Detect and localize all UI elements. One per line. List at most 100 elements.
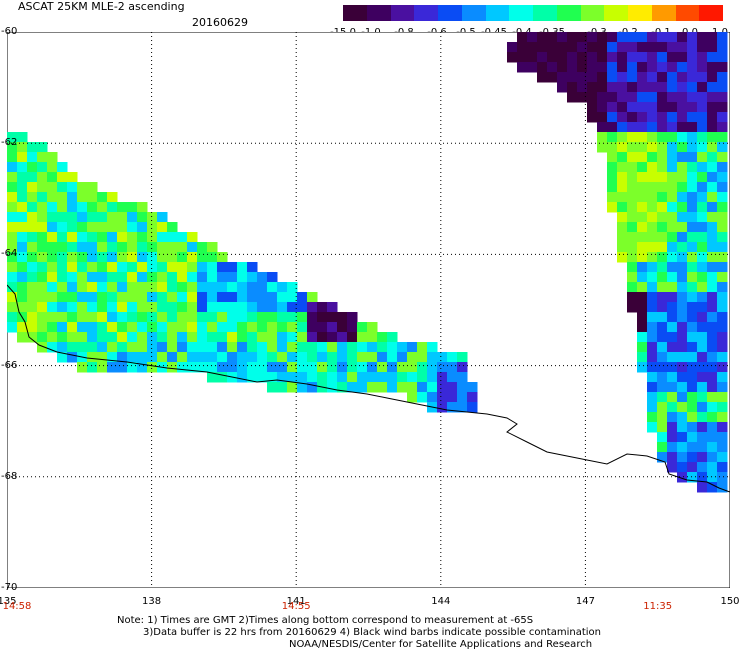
swath-cell (687, 122, 698, 133)
swath-cell (147, 312, 158, 323)
swath-cell (7, 202, 18, 213)
swath-cell (717, 262, 728, 273)
swath-cell (147, 222, 158, 233)
swath-cell (417, 392, 428, 403)
swath-cell (7, 302, 18, 313)
swath-cell (77, 232, 88, 243)
swath-cell (347, 382, 358, 393)
swath-cell (287, 292, 298, 303)
swath-cell (627, 272, 638, 283)
swath-cell (397, 362, 408, 373)
swath-cell (637, 292, 648, 303)
swath-cell (427, 342, 438, 353)
swath-cell (77, 302, 88, 313)
swath-cell (717, 42, 728, 53)
swath-cell (87, 362, 98, 373)
swath-cell (387, 342, 398, 353)
swath-cell (717, 102, 728, 113)
swath-cell (687, 332, 698, 343)
swath-cell (37, 342, 48, 353)
swath-cell (617, 62, 628, 73)
swath-cell (647, 322, 658, 333)
swath-cell (667, 362, 678, 373)
swath-cell (647, 92, 658, 103)
swath-cell (597, 72, 608, 83)
swath-cell (697, 162, 708, 173)
swath-cell (397, 342, 408, 353)
swath-cell (647, 32, 658, 43)
swath-cell (137, 282, 148, 293)
swath-cell (277, 312, 288, 323)
swath-cell (657, 312, 668, 323)
swath-cell (347, 322, 358, 333)
swath-cell (697, 82, 708, 93)
swath-cell (667, 412, 678, 423)
swath-cell (657, 272, 668, 283)
swath-cell (7, 182, 18, 193)
swath-cell (657, 402, 668, 413)
swath-cell (677, 412, 688, 423)
swath-cell (717, 172, 728, 183)
swath-cell (207, 272, 218, 283)
swath-cell (647, 262, 658, 273)
swath-cell (657, 262, 668, 273)
swath-cell (157, 332, 168, 343)
swath-cell (687, 312, 698, 323)
swath-cell (607, 192, 618, 203)
swath-cell (627, 192, 638, 203)
swath-cell (87, 312, 98, 323)
swath-cell (677, 242, 688, 253)
swath-cell (647, 62, 658, 73)
swath-cell (127, 282, 138, 293)
swath-cell (307, 292, 318, 303)
swath-cell (657, 222, 668, 233)
swath-cell (677, 442, 688, 453)
swath-cell (47, 242, 58, 253)
colorbar-swatch (604, 5, 628, 21)
swath-cell (707, 342, 718, 353)
swath-cell (277, 282, 288, 293)
swath-cell (707, 322, 718, 333)
swath-cell (557, 72, 568, 83)
swath-cell (227, 362, 238, 373)
swath-cell (77, 272, 88, 283)
swath-cell (687, 82, 698, 93)
swath-cell (677, 202, 688, 213)
swath-cell (137, 212, 148, 223)
swath-cell (687, 382, 698, 393)
swath-cell (637, 72, 648, 83)
swath-cell (7, 242, 18, 253)
swath-cell (707, 32, 718, 43)
swath-cell (157, 252, 168, 263)
swath-cell (27, 262, 38, 273)
swath-cell (697, 432, 708, 443)
swath-cell (667, 352, 678, 363)
swath-cell (107, 272, 118, 283)
swath-cell (457, 372, 468, 383)
swath-cell (167, 352, 178, 363)
swath-cell (87, 232, 98, 243)
swath-cell (617, 142, 628, 153)
swath-cell (37, 302, 48, 313)
swath-cell (137, 342, 148, 353)
swath-cell (457, 352, 468, 363)
swath-cell (607, 122, 618, 133)
swath-cell (17, 242, 28, 253)
swath-cell (167, 272, 178, 283)
swath-cell (57, 302, 68, 313)
swath-cell (57, 282, 68, 293)
swath-cell (137, 222, 148, 233)
swath-cell (97, 242, 108, 253)
swath-cell (697, 52, 708, 63)
swath-cell (667, 212, 678, 223)
swath-cell (377, 362, 388, 373)
swath-cell (57, 202, 68, 213)
swath-cell (107, 362, 118, 373)
swath-cell (557, 82, 568, 93)
swath-cell (17, 172, 28, 183)
swath-cell (127, 352, 138, 363)
swath-cell (217, 352, 228, 363)
swath-cell (577, 52, 588, 63)
colorbar-swatch (461, 5, 486, 21)
swath-cell (117, 262, 128, 273)
